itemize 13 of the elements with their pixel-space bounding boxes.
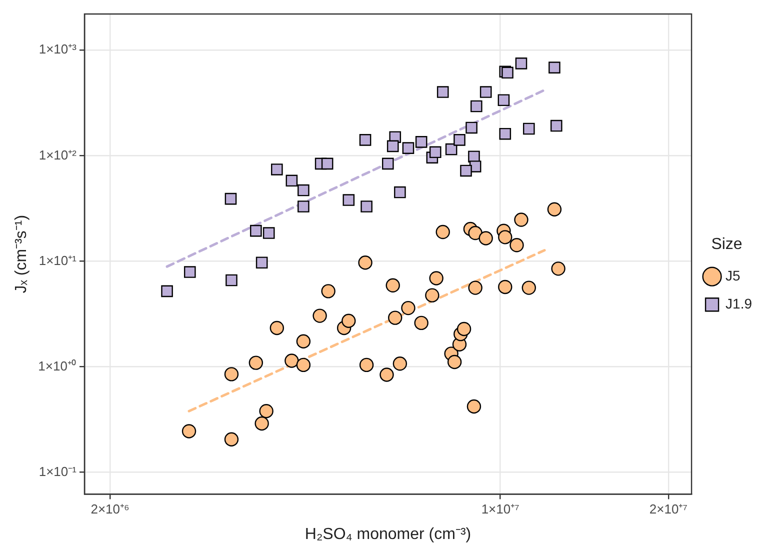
x-tick-label: 2×10⁺⁷	[649, 502, 688, 517]
y-tick-label: 1×10⁺³	[38, 42, 78, 57]
x-axis-title: H₂SO₄ monomer (cm⁻³)	[304, 526, 472, 543]
y-tick-label: 1×10⁺²	[38, 147, 78, 162]
x-tick-label: 1×10⁺⁷	[481, 502, 520, 517]
y-axis-title: Jₓ (cm⁻³s⁻¹)	[13, 214, 30, 294]
legend-label: J5	[726, 267, 741, 284]
y-tick-label: 1×10⁺⁰	[38, 358, 76, 374]
y-tick-label: 1×10⁺¹	[38, 252, 78, 268]
legend-title: Size	[711, 236, 742, 253]
y-tick-label: 1×10⁻¹	[38, 464, 78, 479]
legend-label: J1.9	[726, 295, 752, 312]
x-tick-label: 2×10⁺⁶	[90, 502, 130, 517]
